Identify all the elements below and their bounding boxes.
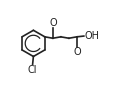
Text: Cl: Cl	[28, 65, 37, 75]
Text: O: O	[73, 47, 81, 57]
Text: O: O	[49, 18, 57, 28]
Text: OH: OH	[84, 31, 99, 41]
